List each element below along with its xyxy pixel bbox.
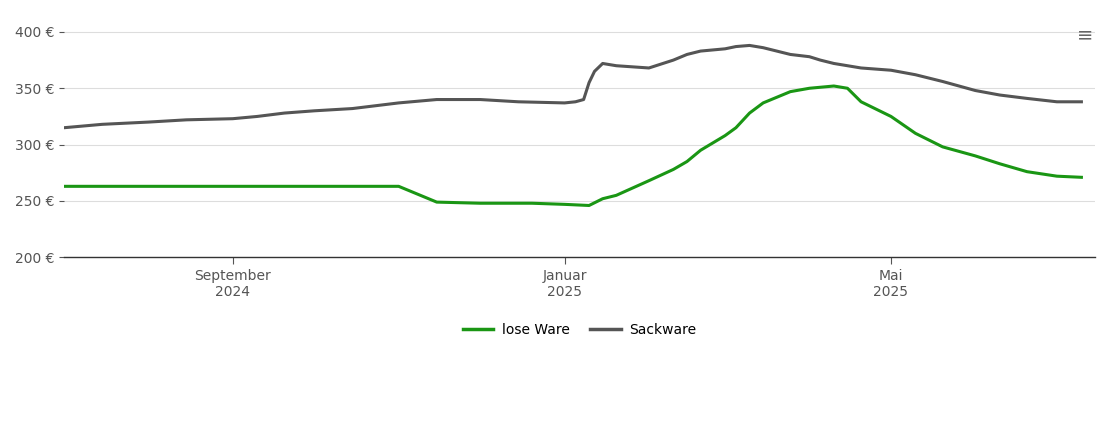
Text: ≡: ≡ — [1077, 25, 1093, 44]
Legend: lose Ware, Sackware: lose Ware, Sackware — [457, 317, 702, 343]
